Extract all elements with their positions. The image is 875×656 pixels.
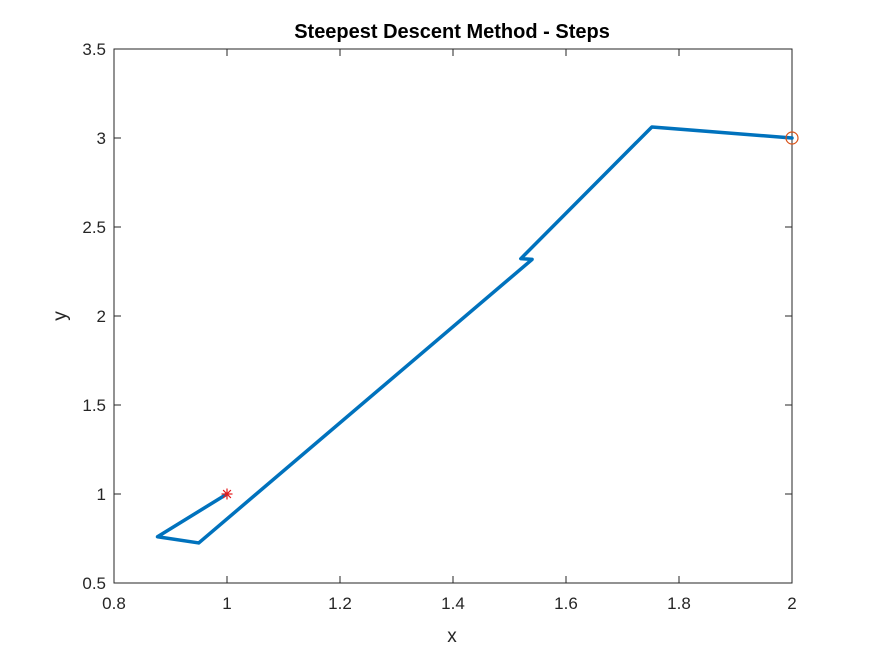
x-tick-label: 1.6 (554, 594, 578, 613)
y-axis-ticks: 0.5 1 1.5 2 2.5 3 3.5 (82, 40, 792, 593)
y-tick-label: 1.5 (82, 396, 106, 415)
end-point-marker (221, 488, 233, 500)
x-axis-ticks: 0.8 1 1.2 1.4 1.6 1.8 2 (102, 49, 797, 613)
y-tick-label: 3.5 (82, 40, 106, 59)
y-tick-label: 3 (97, 129, 106, 148)
chart-title: Steepest Descent Method - Steps (294, 21, 610, 43)
start-point-marker (785, 131, 799, 145)
x-tick-label: 2 (787, 594, 796, 613)
descent-path-line (155, 125, 794, 545)
x-tick-label: 1.4 (441, 594, 465, 613)
y-tick-label: 2.5 (82, 218, 106, 237)
marker-layer (221, 131, 799, 500)
x-tick-label: 1.8 (667, 594, 691, 613)
y-tick-label: 1 (97, 485, 106, 504)
x-tick-label: 1 (222, 594, 231, 613)
x-tick-label: 0.8 (102, 594, 126, 613)
y-axis-label: y (50, 311, 71, 321)
y-tick-label: 2 (97, 307, 106, 326)
x-axis-label: x (447, 626, 457, 647)
series-layer (155, 125, 794, 545)
y-tick-label: 0.5 (82, 574, 106, 593)
x-tick-label: 1.2 (328, 594, 352, 613)
